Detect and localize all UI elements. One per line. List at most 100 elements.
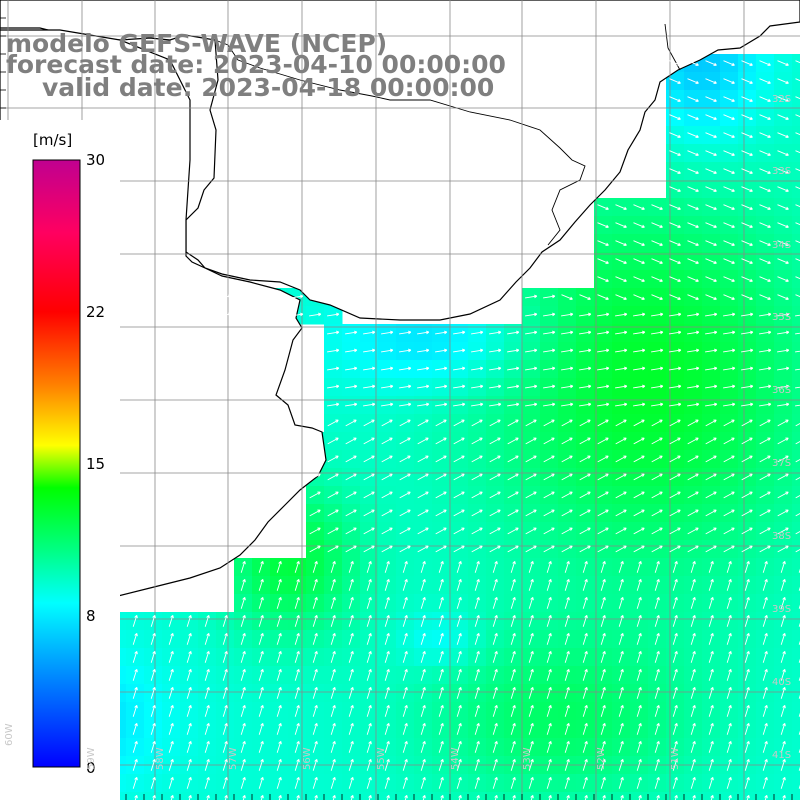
wind-arrow [258, 578, 264, 591]
wind-arrow [507, 491, 519, 499]
wind-arrow [345, 545, 357, 553]
wind-arrow [723, 473, 735, 481]
wind-arrow [705, 366, 718, 371]
wind-arrow [615, 204, 627, 211]
wind-arrow [708, 596, 714, 609]
wind-arrow [582, 632, 588, 645]
wind-arrow [543, 473, 555, 481]
wind-arrow [525, 294, 538, 299]
wind-arrow [528, 776, 534, 789]
wind-arrow [330, 704, 336, 717]
wind-arrow [615, 384, 628, 389]
wind-arrow [687, 132, 699, 139]
wind-cell [792, 504, 800, 523]
wind-arrow [219, 312, 232, 317]
wind-arrow [633, 330, 646, 335]
wind-arrow [651, 384, 664, 389]
wind-arrow [543, 527, 555, 535]
wind-arrow [777, 204, 789, 211]
wind-arrow [330, 596, 336, 609]
wind-cell [180, 792, 199, 800]
colorbar-tick-22: 22 [86, 303, 106, 321]
wind-arrow [687, 437, 699, 445]
wind-arrow [510, 758, 516, 771]
wind-arrow [687, 312, 700, 317]
wind-arrow [669, 402, 682, 407]
wind-arrow [168, 668, 174, 681]
wind-arrow [402, 758, 408, 771]
wind-cell [756, 792, 775, 800]
wind-arrow [762, 668, 768, 681]
wind-arrow [636, 758, 642, 771]
wind-arrow [384, 632, 390, 645]
wind-arrow [741, 150, 753, 157]
wind-arrow [507, 473, 519, 481]
wind-cell [792, 126, 800, 145]
wind-arrow [564, 578, 570, 591]
wind-cell [792, 774, 800, 793]
wind-arrow [687, 258, 699, 265]
wind-arrow [312, 632, 318, 645]
wind-arrow [759, 402, 772, 407]
wind-arrow [690, 722, 696, 735]
wind-arrow [597, 240, 609, 247]
wind-arrow [762, 614, 768, 627]
wind-arrow [453, 330, 466, 335]
wind-arrow [489, 509, 501, 517]
wind-arrow [512, 794, 516, 800]
wind-arrow [312, 560, 318, 573]
wind-cell [792, 666, 800, 685]
wind-arrow [741, 527, 753, 535]
wind-arrow [330, 650, 336, 663]
wind-arrow [728, 794, 732, 800]
wind-arrow [240, 632, 246, 645]
wind-arrow [708, 650, 714, 663]
wind-arrow [330, 776, 336, 789]
wind-arrow [759, 437, 771, 445]
wind-arrow [723, 545, 735, 553]
wind-arrow [687, 545, 699, 553]
wind-arrow [654, 596, 660, 609]
wind-arrow [525, 330, 538, 335]
wind-arrow [795, 186, 800, 190]
wind-arrow [687, 455, 699, 463]
wind-arrow [132, 668, 138, 681]
wind-arrow [741, 509, 753, 517]
wind-arrow [669, 132, 681, 139]
wind-arrow [597, 473, 609, 481]
wind-arrow [453, 437, 465, 445]
wind-arrow [240, 758, 246, 771]
colorbar-tick-8: 8 [86, 607, 96, 625]
wind-arrow [438, 650, 444, 663]
wind-arrow [741, 60, 753, 67]
wind-arrow [417, 348, 430, 353]
wind-arrow [597, 491, 609, 499]
wind-arrow [366, 614, 372, 627]
wind-arrow [345, 473, 357, 481]
wind-arrow [726, 758, 732, 771]
wind-arrow [672, 668, 678, 681]
wind-arrow [327, 312, 340, 317]
wind-arrow [795, 222, 800, 226]
lon-label: 56W [302, 747, 313, 770]
wind-arrow [456, 614, 462, 627]
wind-arrow [723, 186, 735, 193]
wind-arrow [579, 527, 591, 535]
wind-arrow [669, 437, 681, 445]
wind-arrow [456, 686, 462, 699]
wind-arrow [525, 455, 537, 463]
wind-arrow [204, 668, 210, 681]
wind-arrow [492, 758, 498, 771]
wind-arrow [651, 348, 664, 353]
wind-arrow [620, 794, 624, 800]
wind-arrow [759, 348, 772, 353]
wind-arrow [597, 527, 609, 535]
wind-arrow [417, 491, 429, 499]
wind-arrow [777, 491, 789, 499]
wind-arrow [510, 560, 516, 573]
wind-arrow [399, 509, 411, 517]
wind-arrow [381, 509, 393, 517]
lat-label: 33S [772, 166, 792, 177]
wind-arrow [276, 650, 282, 663]
wind-arrow [669, 348, 682, 353]
